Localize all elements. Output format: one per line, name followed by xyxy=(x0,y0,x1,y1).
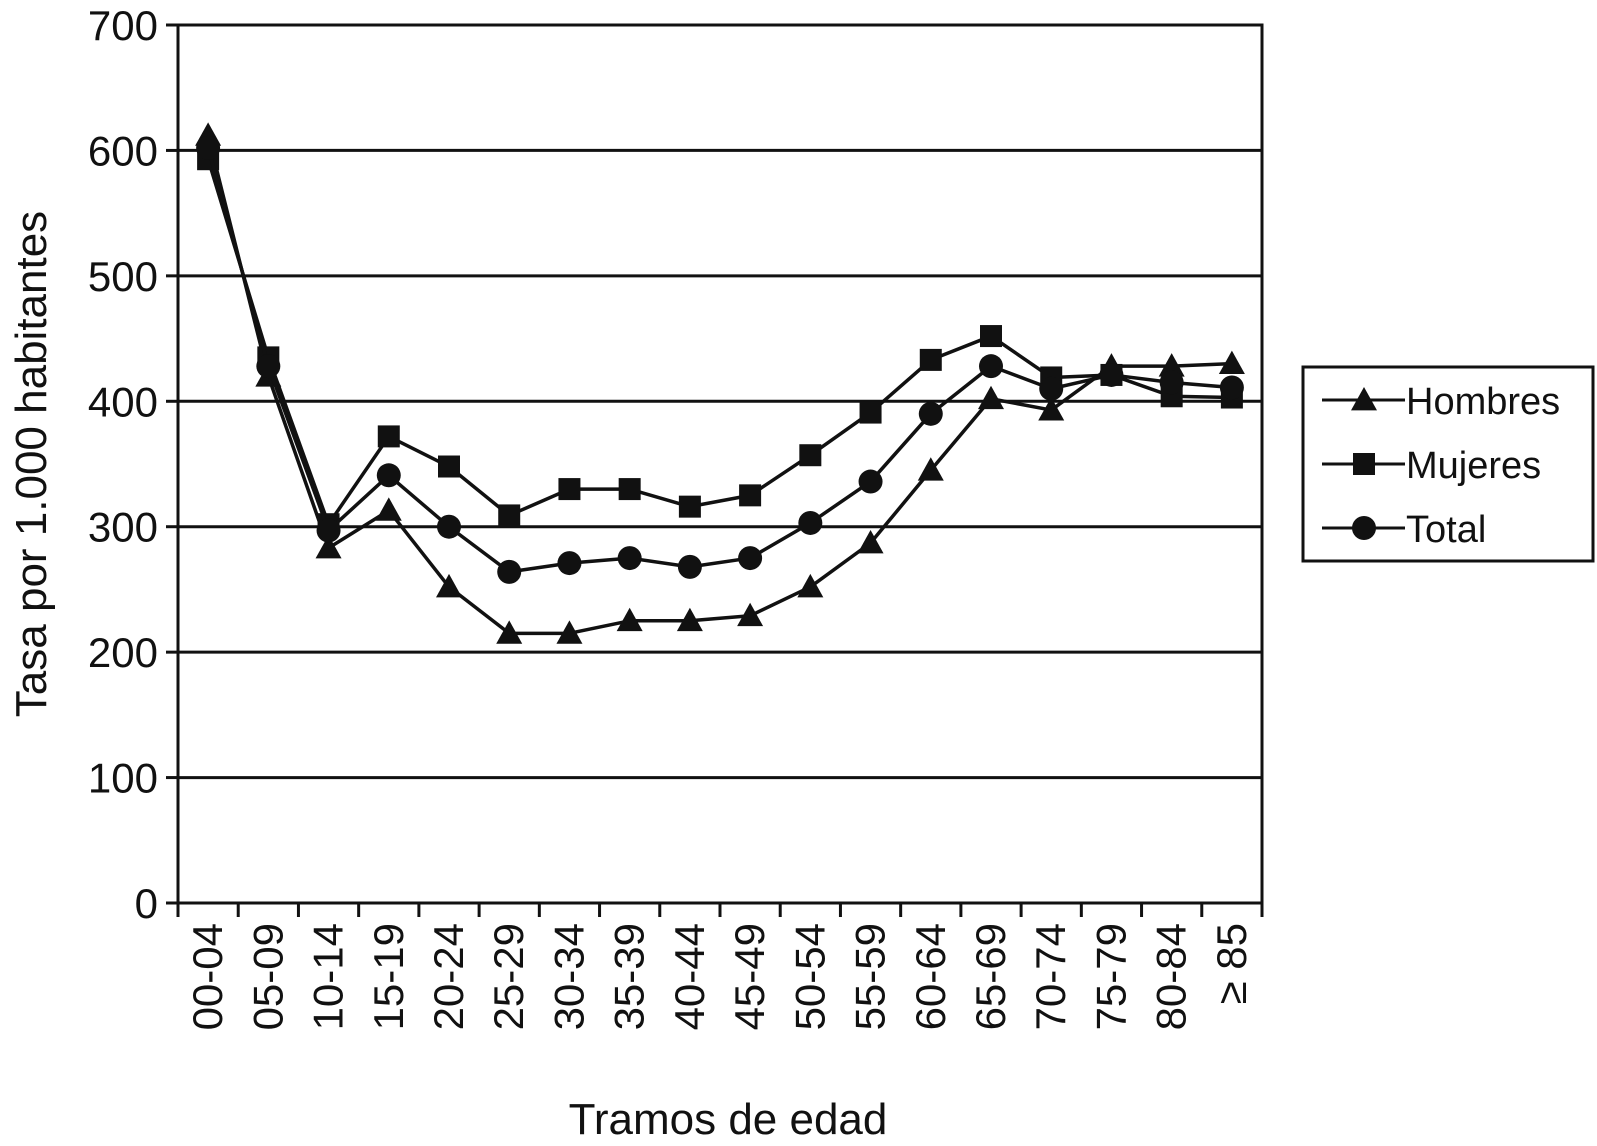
plot-frame xyxy=(176,23,1264,905)
data-point xyxy=(798,510,823,535)
y-axis-label: Tasa por 1.000 habitantes xyxy=(7,211,56,717)
data-point xyxy=(436,573,462,598)
x-axis-label: Tramos de edad xyxy=(569,1095,888,1144)
x-tick-label: 20-24 xyxy=(425,923,472,1030)
data-point xyxy=(919,348,942,371)
x-tick-label: 00-04 xyxy=(184,923,231,1030)
data-point xyxy=(739,484,762,507)
data-point xyxy=(978,385,1004,410)
data-point xyxy=(376,463,401,488)
x-tick-label: 15-19 xyxy=(365,923,412,1030)
x-tick-label: 30-34 xyxy=(545,923,592,1030)
y-tick-label: 0 xyxy=(135,880,158,927)
series-mujeres xyxy=(197,148,1243,536)
data-point xyxy=(1038,397,1065,421)
x-tick-label: ≥ 85 xyxy=(1208,923,1255,1004)
data-point xyxy=(1158,353,1185,377)
y-tick-label: 200 xyxy=(88,629,158,676)
legend-item: Hombres xyxy=(1322,381,1560,423)
data-point xyxy=(196,135,221,160)
x-tick-label: 65-69 xyxy=(967,923,1014,1030)
legend-marker xyxy=(1351,387,1377,411)
x-tick-label: 75-79 xyxy=(1087,923,1134,1030)
x-tick-label: 40-44 xyxy=(666,923,713,1030)
y-tick-label: 100 xyxy=(88,755,158,802)
data-point xyxy=(616,607,643,632)
data-point xyxy=(375,497,402,521)
legend-label: Mujeres xyxy=(1406,445,1541,487)
y-tick-label: 700 xyxy=(88,2,158,49)
series-line xyxy=(206,134,1232,636)
x-tick-label: 05-09 xyxy=(244,923,291,1030)
y-tick-label: 300 xyxy=(88,504,158,551)
data-point xyxy=(857,530,884,554)
data-point xyxy=(979,354,1003,379)
y-axis: 0 100 200 300 400 500 600 700 xyxy=(88,2,178,927)
data-point xyxy=(377,425,400,448)
x-tick-label: 25-29 xyxy=(485,923,532,1030)
legend: Hombres Mujeres Total xyxy=(1301,365,1595,563)
x-tick-label: 60-64 xyxy=(907,923,954,1030)
legend-label: Total xyxy=(1406,509,1486,551)
data-point xyxy=(437,514,461,539)
data-point xyxy=(737,602,764,627)
data-point xyxy=(858,469,883,494)
x-tick-label: 35-39 xyxy=(606,923,653,1030)
x-tick-label: 80-84 xyxy=(1148,923,1195,1030)
series-total xyxy=(196,135,1244,584)
data-point xyxy=(678,495,701,518)
data-point xyxy=(918,401,943,426)
data-point xyxy=(797,573,824,598)
series-layer xyxy=(195,122,1245,644)
data-point xyxy=(256,354,281,379)
legend-marker xyxy=(1353,453,1375,475)
data-point xyxy=(618,478,641,501)
data-point xyxy=(558,478,581,501)
x-tick-label: 45-49 xyxy=(726,923,773,1030)
data-point xyxy=(738,546,763,571)
y-tick-label: 600 xyxy=(88,127,158,174)
legend-item: Total xyxy=(1322,509,1486,551)
data-point xyxy=(677,554,702,579)
series-line xyxy=(206,147,1233,574)
data-point xyxy=(316,518,341,543)
data-point xyxy=(676,607,703,632)
data-point xyxy=(496,620,523,644)
data-point xyxy=(1218,350,1245,375)
x-tick-label: 70-74 xyxy=(1027,923,1074,1030)
y-tick-label: 400 xyxy=(88,378,158,425)
data-point xyxy=(556,620,583,644)
legend-items: Hombres Mujeres Total xyxy=(1322,381,1560,551)
data-point xyxy=(799,444,822,467)
data-point xyxy=(557,551,582,576)
data-point xyxy=(917,457,944,481)
gridlines xyxy=(178,23,1262,780)
data-point xyxy=(438,455,460,478)
data-point xyxy=(498,504,521,527)
data-point xyxy=(980,325,1002,348)
data-point xyxy=(859,401,882,424)
plot-area-frame xyxy=(176,23,1264,905)
legend-item: Mujeres xyxy=(1322,445,1541,487)
x-tick-label: 50-54 xyxy=(786,923,833,1030)
data-point xyxy=(1039,376,1064,401)
x-tick-label: 10-14 xyxy=(305,923,352,1030)
x-tick-label: 55-59 xyxy=(847,923,894,1030)
series-hombres xyxy=(195,122,1245,644)
series-line xyxy=(206,158,1232,526)
data-point xyxy=(1159,370,1184,395)
data-point xyxy=(497,559,522,584)
data-point xyxy=(617,546,642,571)
legend-marker xyxy=(1352,516,1376,540)
legend-label: Hombres xyxy=(1406,381,1560,423)
data-point xyxy=(315,535,342,559)
data-point xyxy=(1219,375,1244,400)
data-point xyxy=(1099,362,1124,387)
x-axis: 00-04 05-09 10-14 15-19 20-24 25-29 30-34 35-39… xyxy=(176,903,1264,1030)
y-tick-label: 500 xyxy=(88,253,158,300)
